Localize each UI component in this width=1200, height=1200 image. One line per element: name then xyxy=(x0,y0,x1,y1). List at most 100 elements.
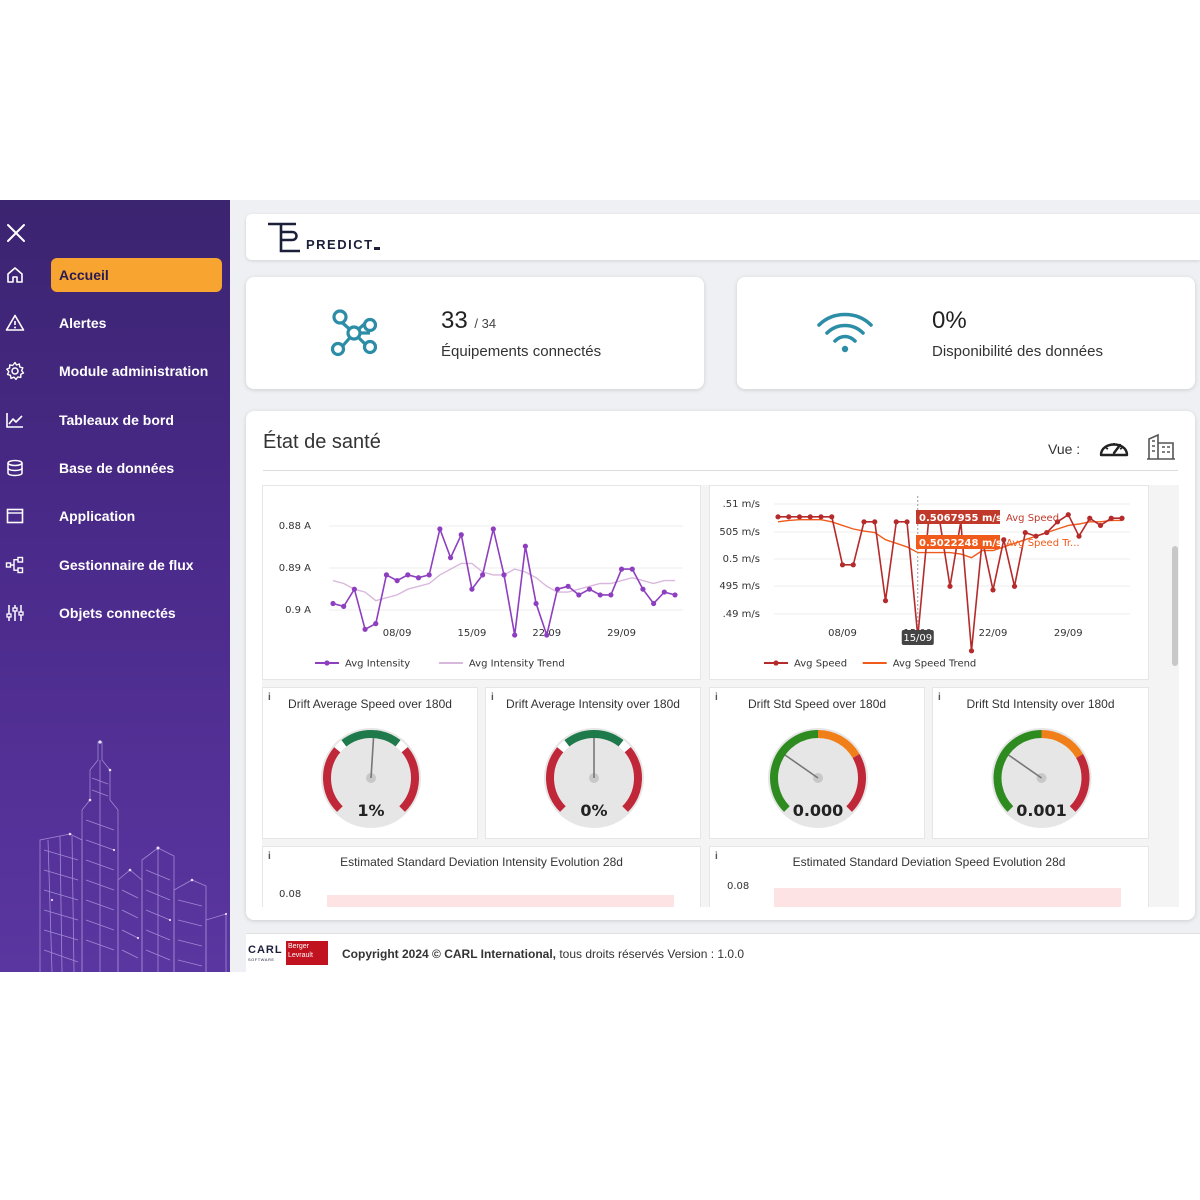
tooltip-value: 0.5067955 m/s xyxy=(919,513,1002,524)
data-point xyxy=(629,566,635,572)
carl-logo-subtext: SOFTWARE xyxy=(248,957,275,962)
data-point xyxy=(1119,515,1125,521)
berger-levrault-logo: Berger Levrault xyxy=(286,941,328,965)
speed-evolution-panel: i Estimated Standard Deviation Speed Evo… xyxy=(709,846,1149,907)
x-tick-label: 08/09 xyxy=(383,628,412,639)
data-point xyxy=(1033,533,1039,539)
tooltip-series: Avg Speed xyxy=(1006,513,1059,524)
tooltip-value: 0.5022248 m/s xyxy=(919,538,1002,549)
data-point xyxy=(861,519,867,525)
data-point xyxy=(786,514,792,520)
gauge-value: 0.000 xyxy=(793,801,844,820)
y-tick-label: 0.08 xyxy=(279,889,302,900)
info-icon[interactable]: i xyxy=(938,692,941,703)
sidebar-item-alertes[interactable]: Alertes xyxy=(0,306,230,340)
building-icon[interactable] xyxy=(1146,431,1176,461)
data-point xyxy=(458,532,464,538)
sidebar-item-label: Base de données xyxy=(59,460,175,476)
x-tick-label: 29/09 xyxy=(1054,628,1083,639)
carl-logo-text: CARL xyxy=(248,944,283,956)
equipment-count: 33 / 34 xyxy=(441,307,496,335)
data-point xyxy=(490,526,496,532)
gauge-band xyxy=(399,747,419,812)
speed-line-chart: .49 m/s 495 m/s 0.5 m/s 505 m/s .51 m/s 08/09… xyxy=(719,496,1130,670)
sidebar-item-objets-connectes[interactable]: Objets connectés xyxy=(0,596,230,630)
logo-line: Levrault xyxy=(288,952,313,959)
sidebar-item-module-administration[interactable]: Module administration xyxy=(0,354,230,388)
predict-logo xyxy=(266,218,426,256)
sidebar-item-base-de-donnees[interactable]: Base de données xyxy=(0,451,230,485)
data-point xyxy=(661,589,667,595)
sidebar: Accueil Alertes Module administration Ta… xyxy=(0,200,230,972)
data-point xyxy=(968,648,975,654)
tooltip-value-bg xyxy=(916,535,1000,549)
gauge-panel-drift-avg-speed: i Drift Average Speed over 180d 1% xyxy=(262,687,478,839)
legend-marker xyxy=(324,660,330,666)
sidebar-item-label: Tableaux de bord xyxy=(59,412,174,428)
gauge-band xyxy=(564,730,624,747)
data-point xyxy=(947,583,953,589)
gauge-icon[interactable] xyxy=(1098,433,1130,459)
health-title: État de santé xyxy=(263,431,381,453)
data-point xyxy=(1108,515,1114,521)
warning-icon xyxy=(5,313,25,333)
sidebar-item-tableaux-de-bord[interactable]: Tableaux de bord xyxy=(0,403,230,437)
gauge-value: 0% xyxy=(580,801,607,820)
y-tick-label: 505 m/s xyxy=(719,527,760,538)
info-icon[interactable]: i xyxy=(491,692,494,703)
gauge-title: Drift Std Speed over 180d xyxy=(747,697,887,711)
evolution-title: Estimated Standard Deviation Intensity E… xyxy=(340,855,623,869)
gauge-band xyxy=(993,730,1042,812)
close-icon[interactable] xyxy=(5,222,27,244)
brand-name: PREDICT xyxy=(306,237,374,252)
data-point xyxy=(447,555,454,561)
evolution-band xyxy=(327,895,674,907)
y-tick-label: 0.5 m/s xyxy=(723,554,760,565)
data-point xyxy=(554,586,561,592)
brand-underscore xyxy=(374,247,380,250)
gauge-needle xyxy=(1008,754,1042,779)
gauge-band xyxy=(546,747,566,812)
sliders-icon xyxy=(5,603,25,623)
y-tick-label: 495 m/s xyxy=(719,581,760,592)
sidebar-item-gestionnaire-de-flux[interactable]: Gestionnaire de flux xyxy=(0,548,230,582)
data-point xyxy=(775,514,781,520)
gauge-drift-avg-intensity: 0% xyxy=(544,728,644,828)
series-line-avg-intensity xyxy=(332,526,676,639)
gauge-band xyxy=(1069,754,1090,812)
data-point xyxy=(904,519,910,525)
data-point xyxy=(839,562,846,568)
wifi-icon xyxy=(817,305,873,361)
x-tick-label: 15/09 xyxy=(458,628,487,639)
sidebar-item-application[interactable]: Application xyxy=(0,499,230,533)
series-line-avg-speed-trend xyxy=(777,519,1122,559)
y-tick-label: 0.89 A xyxy=(279,563,311,574)
app-window: Accueil Alertes Module administration Ta… xyxy=(0,200,1200,972)
info-icon[interactable]: i xyxy=(268,692,271,703)
sidebar-item-label: Objets connectés xyxy=(59,605,176,621)
info-icon[interactable]: i xyxy=(715,692,718,703)
x-tick-label: 08/09 xyxy=(828,628,857,639)
sidebar-item-label: Accueil xyxy=(59,267,109,283)
legend-label: Avg Intensity Trend xyxy=(469,659,565,670)
data-point xyxy=(882,598,889,604)
footer: CARL SOFTWARE Berger Levrault Copyright … xyxy=(246,933,1200,972)
gauge-band xyxy=(618,740,631,753)
gauge-band xyxy=(334,740,347,753)
info-icon[interactable]: i xyxy=(715,851,718,862)
data-availability-label: Disponibilité des données xyxy=(932,343,1103,360)
scrollbar-thumb[interactable] xyxy=(1172,546,1178,666)
info-icon[interactable]: i xyxy=(268,851,271,862)
sidebar-item-accueil[interactable]: Accueil xyxy=(0,258,230,292)
gauge-band xyxy=(395,740,408,753)
sidebar-item-label: Alertes xyxy=(59,315,107,331)
data-point xyxy=(426,572,432,578)
data-point xyxy=(990,587,996,593)
data-point xyxy=(437,526,443,532)
data-point xyxy=(394,578,400,584)
y-tick-label: 0.88 A xyxy=(279,521,311,532)
data-point xyxy=(1022,529,1028,536)
data-point xyxy=(608,592,614,598)
data-point xyxy=(362,626,368,632)
gauge-band xyxy=(846,754,866,812)
